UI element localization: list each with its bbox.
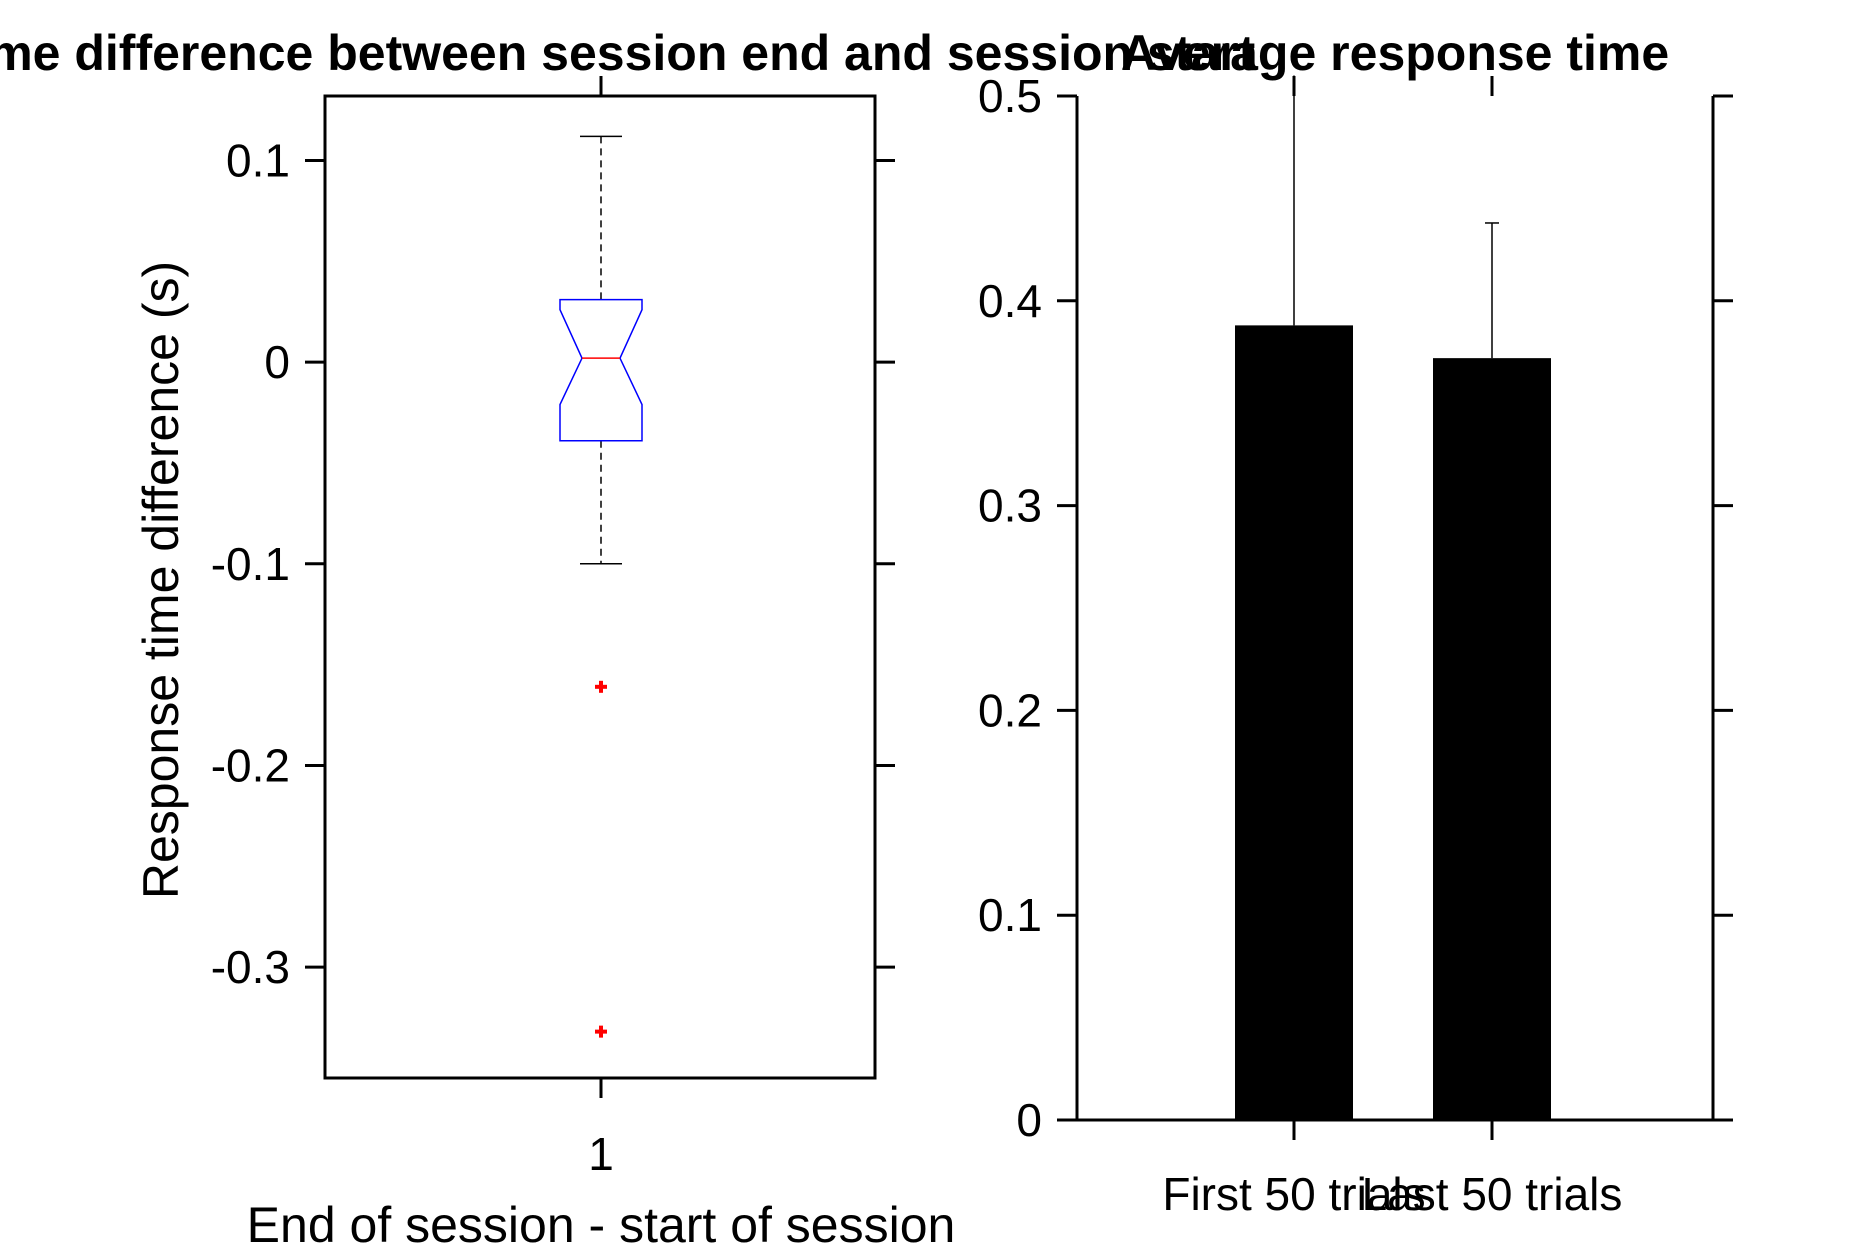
bar-category-label: First 50 trials <box>1162 1168 1425 1220</box>
boxplot-title: Time difference between session end and … <box>0 25 1256 81</box>
bar <box>1235 325 1353 1121</box>
bar-ytick-label: 0.3 <box>978 480 1042 532</box>
bar-ytick-label: 0 <box>1016 1094 1042 1146</box>
bar-category-label: Last 50 trials <box>1362 1168 1623 1220</box>
boxplot-xlabel: End of session - start of session <box>247 1197 956 1250</box>
boxplot-ytick-label: 0.1 <box>226 135 290 187</box>
bar-ytick-label: 0.1 <box>978 889 1042 941</box>
boxplot-ytick-label: -0.1 <box>211 538 290 590</box>
boxplot-notched-box <box>559 298 643 442</box>
bar-ytick-label: 0.5 <box>978 70 1042 122</box>
bar-chart-title: Average response time <box>1121 25 1669 81</box>
boxplot-ytick-label: 0 <box>264 336 290 388</box>
boxplot-ytick-label: -0.2 <box>211 739 290 791</box>
boxplot-ylabel: Response time difference (s) <box>133 261 189 899</box>
boxplot-ytick-label: -0.3 <box>211 941 290 993</box>
boxplot-panel: 0.1 0 -0.1 -0.2 -0.3 1 Response time differenc… <box>0 25 1256 1253</box>
boxplot-xtick-label: 1 <box>588 1128 614 1180</box>
boxplot-axes-frame <box>323 94 877 1080</box>
bar <box>1433 358 1551 1120</box>
bar-ytick-label: 0.4 <box>978 275 1042 327</box>
bar-ytick-label: 0.2 <box>978 684 1042 736</box>
